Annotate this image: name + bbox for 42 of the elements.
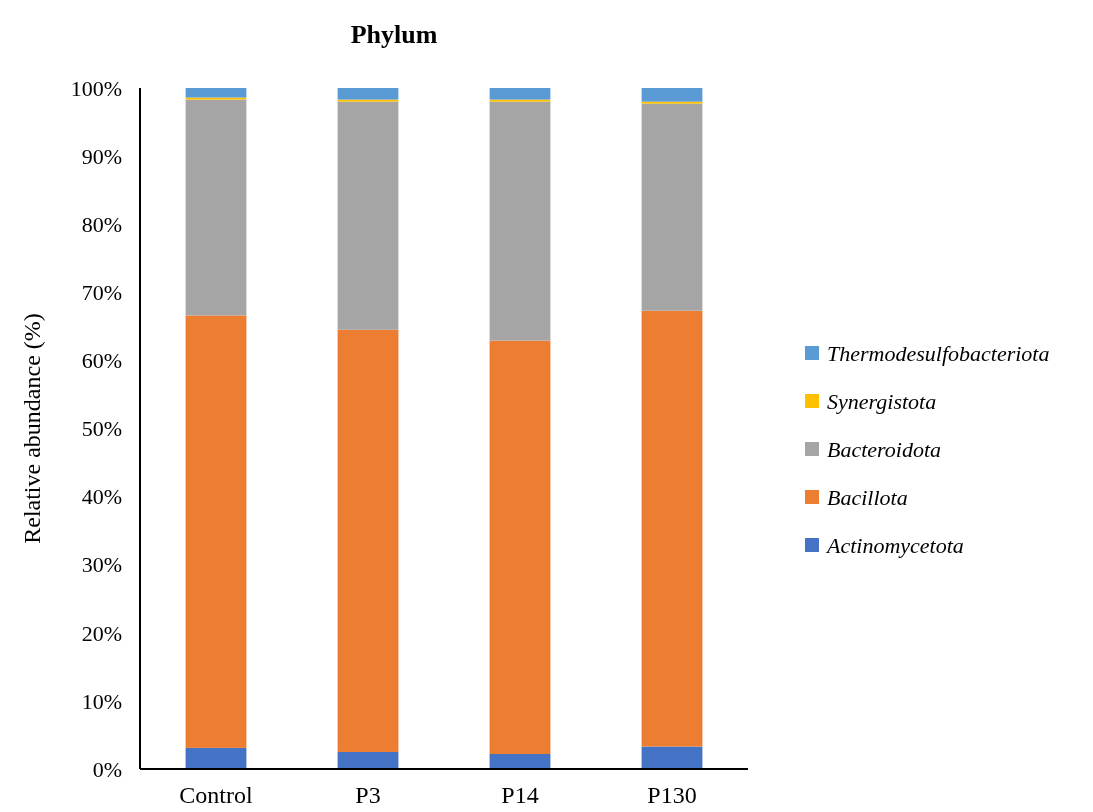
y-tick-label: 30% [81,552,122,578]
y-tick-label: 0% [92,756,122,782]
bar [337,88,399,100]
bar [489,340,551,755]
bar [337,99,399,102]
bar [185,315,247,748]
legend-label: Bacteroidota [827,436,942,462]
legend-label: Synergistota [827,388,937,414]
bar [337,329,399,752]
y-tick-label: 60% [81,348,122,374]
bar [489,88,551,100]
bar [641,310,703,747]
bar [185,747,247,769]
bar [641,746,703,769]
bar [185,99,247,316]
bar [337,751,399,769]
y-tick-label: 10% [81,688,122,714]
x-tick-label: P130 [647,782,697,808]
x-tick-label: Control [179,782,253,808]
bar [641,103,703,311]
x-tick-label: P3 [355,782,381,808]
y-tick-label: 70% [81,280,122,305]
y-tick-label: 100% [70,75,122,101]
bar [489,99,551,102]
y-tick-label: 80% [81,211,122,237]
y-tick-label: 50% [81,416,122,442]
bar [641,101,703,104]
y-tick-label: 40% [81,484,122,510]
chart-title: Phylum [350,20,438,49]
y-tick-label: 20% [81,620,122,646]
legend-label: Actinomycetota [825,532,964,558]
bar [489,101,551,341]
bar [489,754,551,769]
bar [185,97,247,100]
bar [337,101,399,330]
bar [641,88,703,102]
y-axis-title: Relative abundance (%) [19,313,45,544]
y-tick-label: 90% [81,143,122,169]
bar [185,88,247,98]
legend-label: Bacillota [827,484,908,510]
x-tick-label: P14 [501,782,539,808]
legend-label: Thermodesulfobacteriota [827,340,1050,366]
